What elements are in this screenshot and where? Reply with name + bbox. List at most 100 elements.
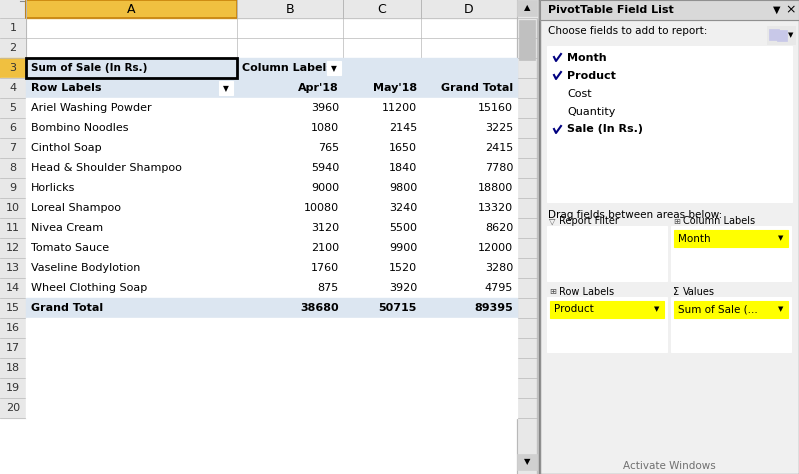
Text: ▽: ▽: [549, 217, 555, 226]
Bar: [0, 398, 26, 418]
Text: ▲: ▲: [524, 3, 531, 12]
Text: 13320: 13320: [478, 203, 513, 213]
Text: 7: 7: [10, 143, 17, 153]
Bar: [0, 78, 26, 98]
Text: Grand Total: Grand Total: [441, 83, 513, 93]
Bar: [0, 278, 26, 298]
Bar: [552, 70, 563, 81]
Text: Product: Product: [554, 304, 594, 315]
Bar: [0, 318, 26, 338]
Text: 12000: 12000: [478, 243, 513, 253]
Bar: [769, 29, 779, 40]
Bar: [26, 378, 517, 398]
Bar: [0, 0, 537, 474]
Text: 13: 13: [6, 263, 20, 273]
Text: Head & Shoulder Shampoo: Head & Shoulder Shampoo: [31, 163, 182, 173]
Text: Activate Windows: Activate Windows: [623, 461, 716, 471]
Text: Sum of Sale (...: Sum of Sale (...: [678, 304, 757, 315]
Text: 3920: 3920: [389, 283, 417, 293]
Bar: [0, 158, 26, 178]
Text: Row Labels: Row Labels: [31, 83, 101, 93]
Text: ⊞: ⊞: [673, 217, 680, 226]
Bar: [671, 297, 791, 352]
Text: 2145: 2145: [389, 123, 417, 133]
Text: 14: 14: [6, 283, 20, 293]
Bar: [0, 118, 26, 138]
Text: 2100: 2100: [311, 243, 339, 253]
Bar: [547, 226, 667, 281]
Bar: [327, 61, 341, 75]
Text: 89395: 89395: [475, 303, 513, 313]
Text: 3280: 3280: [485, 263, 513, 273]
Bar: [517, 0, 537, 18]
Bar: [237, 0, 343, 18]
Text: 12: 12: [6, 243, 20, 253]
Text: Loreal Shampoo: Loreal Shampoo: [31, 203, 121, 213]
Bar: [0, 0, 537, 18]
Bar: [237, 58, 517, 78]
Text: Ariel Washing Powder: Ariel Washing Powder: [31, 103, 152, 113]
Text: B: B: [286, 2, 294, 16]
Bar: [26, 398, 517, 418]
Bar: [0, 218, 26, 238]
Text: 5: 5: [10, 103, 17, 113]
Text: ⊞: ⊞: [549, 288, 556, 297]
Text: Choose fields to add to report:: Choose fields to add to report:: [548, 26, 707, 36]
Bar: [517, 454, 537, 470]
Text: 3120: 3120: [311, 223, 339, 233]
Text: 9000: 9000: [311, 183, 339, 193]
Text: Month: Month: [567, 53, 606, 63]
Text: D: D: [464, 2, 474, 16]
Text: 1080: 1080: [311, 123, 339, 133]
Bar: [0, 58, 26, 78]
Text: 9900: 9900: [389, 243, 417, 253]
Text: ▼: ▼: [654, 307, 659, 312]
Text: Sum of Sale (In Rs.): Sum of Sale (In Rs.): [31, 63, 147, 73]
Bar: [26, 198, 517, 218]
Bar: [674, 230, 788, 247]
Text: Wheel Clothing Soap: Wheel Clothing Soap: [31, 283, 147, 293]
Text: Tomato Sauce: Tomato Sauce: [31, 243, 109, 253]
Bar: [767, 26, 795, 44]
Bar: [552, 88, 563, 99]
Text: 11: 11: [6, 223, 20, 233]
Bar: [26, 238, 517, 258]
Text: Values: Values: [683, 287, 715, 297]
Text: ▼: ▼: [773, 5, 781, 15]
Text: 3960: 3960: [311, 103, 339, 113]
Bar: [0, 258, 26, 278]
Bar: [26, 358, 517, 378]
Text: 765: 765: [318, 143, 339, 153]
Bar: [540, 0, 799, 20]
Text: Quantity: Quantity: [567, 107, 615, 117]
Text: 16: 16: [6, 323, 20, 333]
Text: 1840: 1840: [389, 163, 417, 173]
Bar: [517, 18, 537, 474]
Text: Column Labels: Column Labels: [242, 63, 333, 73]
Text: Grand Total: Grand Total: [31, 303, 103, 313]
Text: ×: ×: [785, 3, 797, 17]
Text: 1: 1: [10, 23, 17, 33]
Text: ▼: ▼: [777, 307, 783, 312]
Text: Σ: Σ: [673, 287, 679, 297]
Text: 5500: 5500: [389, 223, 417, 233]
Text: ▼: ▼: [777, 236, 783, 241]
Bar: [26, 298, 517, 318]
Text: Horlicks: Horlicks: [31, 183, 75, 193]
Text: 1760: 1760: [311, 263, 339, 273]
Bar: [26, 338, 517, 358]
Text: Product: Product: [567, 71, 616, 81]
Text: 9800: 9800: [389, 183, 417, 193]
Text: ▼: ▼: [789, 32, 793, 38]
Bar: [343, 0, 421, 18]
Text: Report Filter: Report Filter: [559, 216, 619, 226]
Bar: [0, 338, 26, 358]
Bar: [517, 0, 537, 16]
Bar: [0, 38, 26, 58]
Bar: [26, 318, 517, 338]
Text: 38680: 38680: [300, 303, 339, 313]
Bar: [0, 198, 26, 218]
Text: 8: 8: [10, 163, 17, 173]
Text: 15: 15: [6, 303, 20, 313]
Text: 10080: 10080: [304, 203, 339, 213]
